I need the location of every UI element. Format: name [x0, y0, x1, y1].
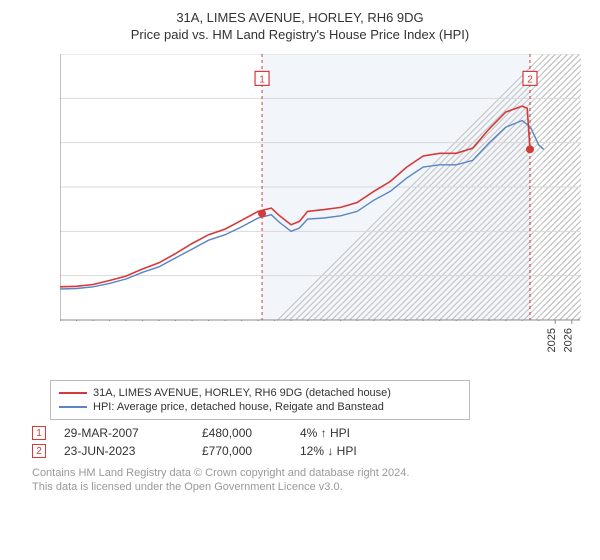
attrib-line2: This data is licensed under the Open Gov… — [32, 480, 588, 494]
marker-icon: 1 — [32, 426, 46, 440]
legend-label: 31A, LIMES AVENUE, HORLEY, RH6 9DG (deta… — [93, 387, 391, 399]
legend-item: HPI: Average price, detached house, Reig… — [59, 401, 461, 413]
txn-price: £770,000 — [202, 444, 282, 458]
svg-text:2: 2 — [527, 74, 533, 85]
attribution: Contains HM Land Registry data © Crown c… — [32, 466, 588, 495]
chart-subtitle: Price paid vs. HM Land Registry's House … — [12, 27, 588, 42]
svg-text:2026: 2026 — [563, 328, 575, 352]
svg-text:1: 1 — [259, 74, 265, 85]
table-row: 2 23-JUN-2023 £770,000 12% ↓ HPI — [32, 444, 588, 458]
transaction-table: 1 29-MAR-2007 £480,000 4% ↑ HPI 2 23-JUN… — [32, 426, 588, 458]
txn-price: £480,000 — [202, 426, 282, 440]
chart-container: 31A, LIMES AVENUE, HORLEY, RH6 9DG Price… — [0, 0, 600, 503]
marker-icon: 2 — [32, 444, 46, 458]
legend-swatch — [59, 392, 87, 394]
legend: 31A, LIMES AVENUE, HORLEY, RH6 9DG (deta… — [50, 380, 470, 420]
legend-item: 31A, LIMES AVENUE, HORLEY, RH6 9DG (deta… — [59, 387, 461, 399]
txn-date: 23-JUN-2023 — [64, 444, 184, 458]
line-chart: £0£200K£400K£600K£800K£1M£1.2M1995199619… — [12, 50, 588, 370]
legend-label: HPI: Average price, detached house, Reig… — [93, 401, 384, 413]
txn-diff: 4% ↑ HPI — [300, 426, 380, 440]
attrib-line1: Contains HM Land Registry data © Crown c… — [32, 466, 588, 480]
table-row: 1 29-MAR-2007 £480,000 4% ↑ HPI — [32, 426, 588, 440]
txn-diff: 12% ↓ HPI — [300, 444, 380, 458]
legend-swatch — [59, 406, 87, 408]
page-title: 31A, LIMES AVENUE, HORLEY, RH6 9DG — [12, 10, 588, 25]
svg-text:2025: 2025 — [546, 328, 558, 352]
txn-date: 29-MAR-2007 — [64, 426, 184, 440]
